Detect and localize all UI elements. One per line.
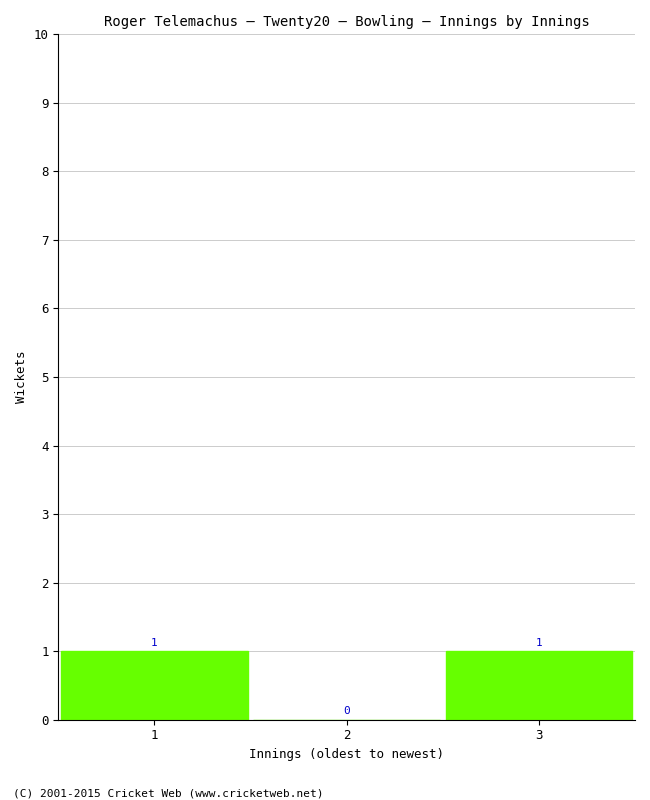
Bar bbox=[61, 651, 248, 720]
Text: 1: 1 bbox=[536, 638, 542, 648]
Text: 1: 1 bbox=[151, 638, 158, 648]
Text: 0: 0 bbox=[343, 706, 350, 716]
Text: (C) 2001-2015 Cricket Web (www.cricketweb.net): (C) 2001-2015 Cricket Web (www.cricketwe… bbox=[13, 788, 324, 798]
Y-axis label: Wickets: Wickets bbox=[15, 350, 28, 403]
Bar bbox=[446, 651, 632, 720]
Title: Roger Telemachus – Twenty20 – Bowling – Innings by Innings: Roger Telemachus – Twenty20 – Bowling – … bbox=[104, 15, 590, 29]
X-axis label: Innings (oldest to newest): Innings (oldest to newest) bbox=[249, 748, 444, 761]
